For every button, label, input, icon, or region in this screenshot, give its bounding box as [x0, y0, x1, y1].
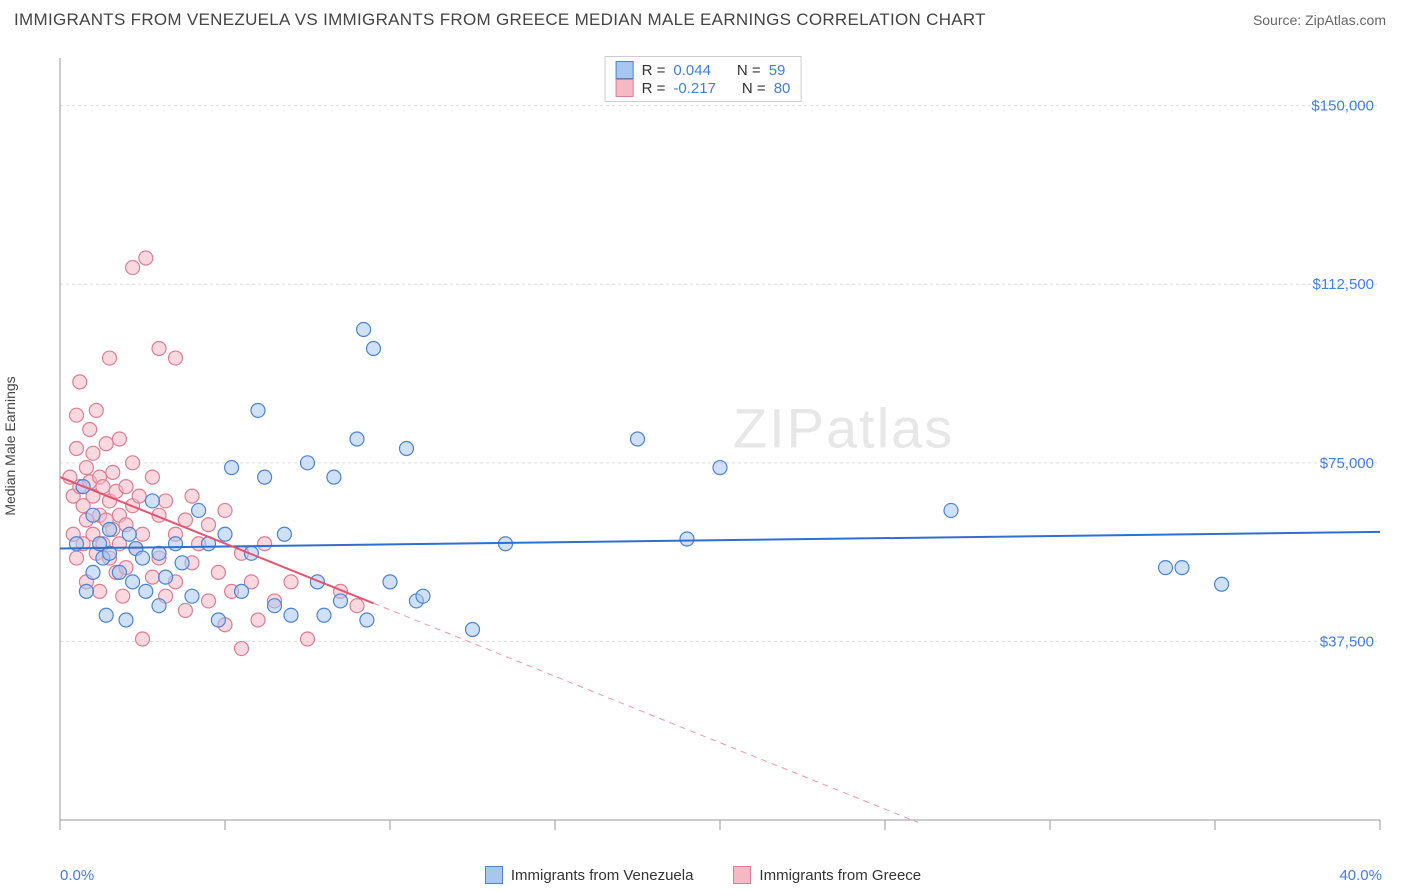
- r-value-greece: -0.217: [673, 80, 716, 97]
- legend-row-venezuela: R = 0.044 N = 59: [616, 61, 791, 79]
- svg-text:$37,500: $37,500: [1320, 633, 1374, 650]
- legend-row-greece: R = -0.217 N = 80: [616, 79, 791, 97]
- r-value-venezuela: 0.044: [673, 62, 711, 79]
- r-label: R =: [642, 62, 666, 79]
- svg-text:$150,000: $150,000: [1311, 98, 1374, 115]
- source-label: Source: ZipAtlas.com: [1253, 12, 1386, 28]
- svg-text:$75,000: $75,000: [1320, 455, 1374, 472]
- legend-label: Immigrants from Venezuela: [511, 867, 694, 884]
- header: IMMIGRANTS FROM VENEZUELA VS IMMIGRANTS …: [0, 0, 1406, 36]
- r-label: R =: [642, 80, 666, 97]
- scatter-chart: $37,500 $75,000 $112,500 $150,000: [46, 52, 1386, 842]
- swatch-greece: [616, 79, 634, 97]
- svg-text:$112,500: $112,500: [1313, 276, 1374, 293]
- chart-area: $37,500 $75,000 $112,500 $150,000: [46, 52, 1386, 842]
- legend-item-venezuela: Immigrants from Venezuela: [485, 866, 694, 884]
- n-label: N =: [737, 62, 761, 79]
- chart-title: IMMIGRANTS FROM VENEZUELA VS IMMIGRANTS …: [14, 10, 986, 30]
- n-value-greece: 80: [774, 80, 791, 97]
- legend-item-greece: Immigrants from Greece: [733, 866, 921, 884]
- legend-label: Immigrants from Greece: [759, 867, 921, 884]
- swatch-greece: [733, 866, 751, 884]
- correlation-legend: R = 0.044 N = 59 R = -0.217 N = 80: [605, 56, 802, 102]
- series-legend: Immigrants from Venezuela Immigrants fro…: [0, 866, 1406, 884]
- swatch-venezuela: [616, 61, 634, 79]
- n-label: N =: [742, 80, 766, 97]
- y-axis-label: Median Male Earnings: [2, 376, 18, 515]
- swatch-venezuela: [485, 866, 503, 884]
- n-value-venezuela: 59: [769, 62, 786, 79]
